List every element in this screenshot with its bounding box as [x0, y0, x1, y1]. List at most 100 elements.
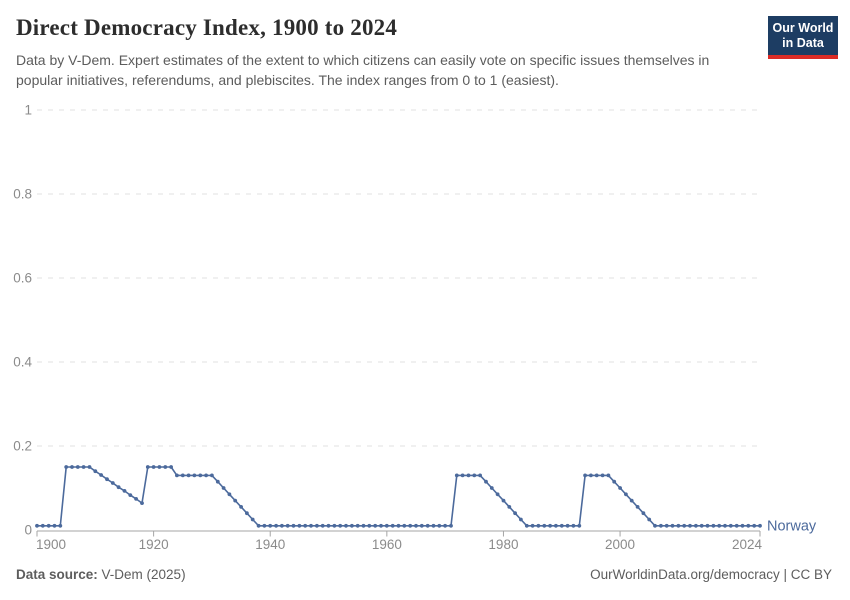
data-point[interactable] [583, 473, 587, 478]
data-point[interactable] [355, 523, 360, 528]
data-point[interactable] [437, 523, 442, 528]
data-point[interactable] [70, 465, 74, 469]
data-point[interactable] [180, 473, 185, 478]
data-point[interactable] [186, 473, 191, 478]
data-point[interactable] [99, 473, 103, 477]
data-point[interactable] [192, 473, 197, 478]
data-point[interactable] [624, 492, 628, 497]
data-point[interactable] [513, 511, 517, 516]
data-point[interactable] [396, 523, 401, 528]
data-point[interactable] [40, 523, 45, 528]
data-point[interactable] [670, 523, 675, 528]
data-point[interactable] [454, 473, 459, 478]
data-point[interactable] [425, 523, 430, 528]
data-point[interactable] [350, 523, 354, 528]
data-point[interactable] [419, 523, 424, 528]
data-point[interactable] [472, 473, 477, 478]
data-point[interactable] [466, 473, 471, 478]
data-point[interactable] [653, 523, 657, 528]
data-point[interactable] [64, 465, 69, 469]
data-point[interactable] [338, 523, 343, 528]
owid-logo[interactable]: Our World in Data [768, 16, 838, 59]
entity-label[interactable]: Norway [767, 518, 817, 534]
data-point[interactable] [35, 523, 39, 528]
data-point[interactable] [752, 523, 757, 528]
data-point[interactable] [659, 523, 663, 528]
data-point[interactable] [268, 523, 273, 528]
data-point[interactable] [280, 523, 284, 528]
data-point[interactable] [303, 523, 308, 528]
data-point[interactable] [198, 473, 203, 478]
data-point[interactable] [297, 523, 302, 528]
data-point[interactable] [163, 465, 168, 469]
data-point[interactable] [489, 486, 494, 490]
data-point[interactable] [116, 485, 121, 490]
data-point[interactable] [361, 523, 366, 528]
data-point[interactable] [414, 523, 418, 528]
data-point[interactable] [554, 523, 558, 528]
data-point[interactable] [618, 486, 622, 490]
data-point[interactable] [431, 523, 436, 528]
data-point[interactable] [384, 523, 389, 528]
data-point[interactable] [478, 473, 482, 478]
data-point[interactable] [87, 465, 92, 469]
data-point[interactable] [245, 511, 249, 516]
data-point[interactable] [140, 501, 144, 505]
data-point[interactable] [635, 505, 640, 509]
data-point[interactable] [274, 523, 278, 528]
data-point[interactable] [565, 523, 570, 528]
data-point[interactable] [519, 517, 523, 522]
data-point[interactable] [559, 523, 564, 528]
data-point[interactable] [449, 523, 453, 528]
data-point[interactable] [705, 523, 710, 528]
data-point[interactable] [699, 523, 704, 528]
data-point[interactable] [758, 523, 762, 528]
data-point[interactable] [75, 465, 80, 469]
data-point[interactable] [536, 523, 541, 528]
data-point[interactable] [460, 473, 465, 478]
data-point[interactable] [379, 523, 383, 528]
data-point[interactable] [688, 523, 692, 528]
data-point[interactable] [746, 523, 751, 528]
data-point[interactable] [122, 489, 127, 493]
data-point[interactable] [367, 523, 372, 528]
data-point[interactable] [250, 517, 255, 522]
data-point[interactable] [641, 511, 646, 516]
data-point[interactable] [664, 523, 669, 528]
data-point[interactable] [239, 505, 244, 509]
data-point[interactable] [682, 523, 687, 528]
data-point[interactable] [373, 523, 378, 528]
data-point[interactable] [676, 523, 681, 528]
data-point[interactable] [204, 473, 209, 478]
data-point[interactable] [81, 465, 86, 469]
data-point[interactable] [711, 523, 716, 528]
data-point[interactable] [717, 523, 722, 528]
data-point[interactable] [291, 523, 296, 528]
data-point[interactable] [495, 492, 500, 497]
data-point[interactable] [233, 498, 238, 503]
data-point[interactable] [548, 523, 552, 528]
data-point[interactable] [151, 465, 156, 469]
data-point[interactable] [612, 479, 617, 484]
data-point[interactable] [507, 505, 512, 509]
data-point[interactable] [589, 473, 593, 478]
data-point[interactable] [728, 523, 733, 528]
data-point[interactable] [524, 523, 529, 528]
data-point[interactable] [215, 479, 220, 484]
data-point[interactable] [221, 486, 226, 490]
data-point[interactable] [134, 497, 139, 501]
data-point[interactable] [262, 523, 267, 528]
data-point[interactable] [210, 473, 214, 478]
data-point[interactable] [128, 493, 133, 497]
data-point[interactable] [530, 523, 535, 528]
data-point[interactable] [285, 523, 290, 528]
data-point[interactable] [542, 523, 547, 528]
data-point[interactable] [326, 523, 331, 528]
credit-link[interactable]: OurWorldinData.org/democracy | CC BY [590, 567, 832, 582]
data-point[interactable] [577, 523, 582, 528]
data-point[interactable] [443, 523, 447, 528]
data-point[interactable] [723, 523, 727, 528]
data-point[interactable] [734, 523, 739, 528]
data-point[interactable] [320, 523, 325, 528]
data-point[interactable] [647, 517, 652, 522]
